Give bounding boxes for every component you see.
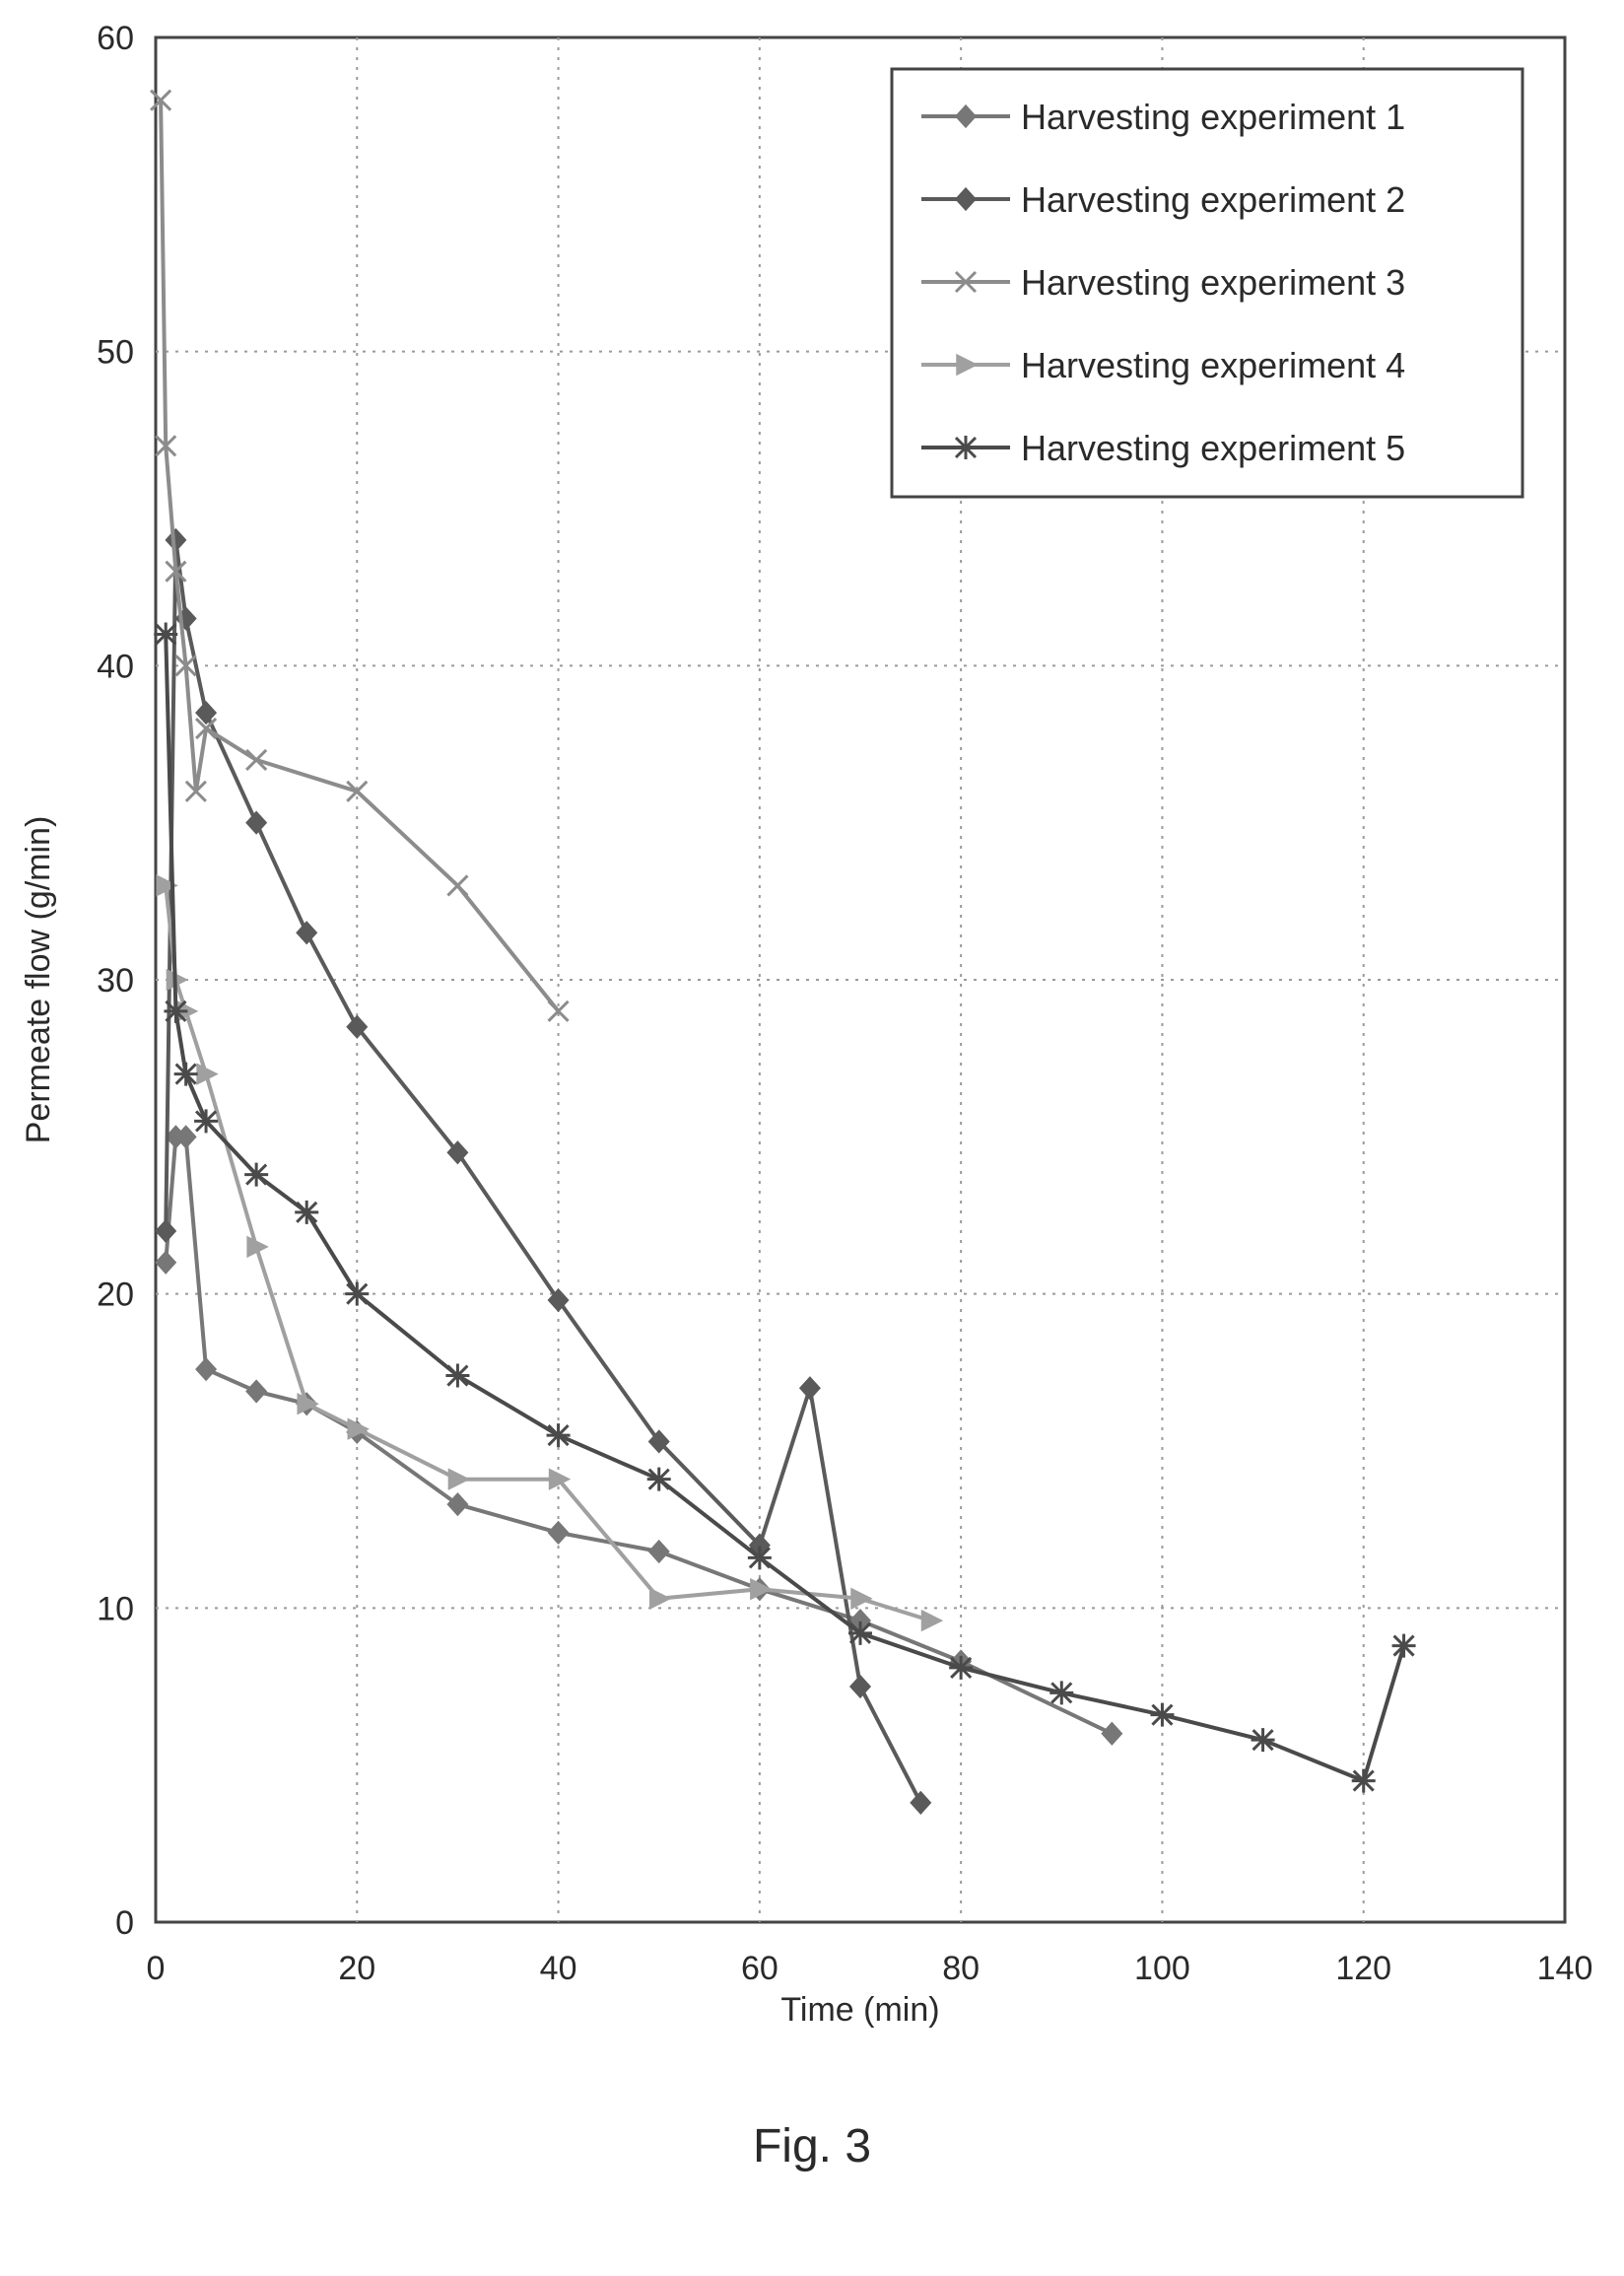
y-tick-label: 30 [97, 962, 134, 1000]
data-point [920, 1609, 944, 1632]
series-line [164, 634, 1406, 1783]
data-point [547, 1000, 570, 1022]
x-tick-label: 140 [1537, 1950, 1593, 1987]
x-tick-label: 120 [1335, 1950, 1391, 1987]
data-point [1101, 1721, 1123, 1746]
y-tick-label: 50 [97, 334, 134, 372]
x-tick-label: 20 [338, 1950, 375, 1987]
legend-marker [954, 186, 978, 212]
data-point [848, 1674, 872, 1699]
data-point [910, 1790, 932, 1816]
y-tick-label: 20 [97, 1276, 134, 1314]
data-point [346, 1014, 369, 1039]
data-point [155, 1250, 177, 1275]
data-point [447, 1468, 471, 1490]
series-group [150, 89, 1416, 1816]
data-point [798, 1376, 821, 1401]
data-point [646, 1467, 671, 1491]
data-point [445, 1363, 470, 1388]
data-point [548, 1468, 572, 1490]
data-point [546, 1423, 571, 1448]
data-point [848, 1621, 872, 1645]
data-point [195, 718, 218, 740]
data-point [647, 1429, 670, 1454]
data-point [1150, 1702, 1175, 1727]
data-point [164, 999, 188, 1023]
data-point [750, 1577, 773, 1601]
x-tick-label: 40 [540, 1950, 577, 1987]
data-point [747, 1546, 772, 1570]
series-2 [155, 527, 932, 1816]
data-point [244, 1162, 269, 1187]
data-point [1049, 1681, 1074, 1705]
data-point [347, 1417, 370, 1440]
data-point [245, 748, 268, 771]
x-axis-ticks: 0 20 40 60 80 100 120 140 [147, 1950, 1593, 1987]
data-point [1251, 1728, 1275, 1753]
data-point [296, 921, 318, 945]
x-tick-label: 60 [741, 1950, 778, 1987]
x-tick-label: 100 [1134, 1950, 1190, 1987]
legend-entry-label: Harvesting experiment 2 [1021, 179, 1405, 220]
data-point [150, 89, 172, 111]
legend-entry-label: Harvesting experiment 4 [1021, 345, 1405, 385]
data-point [446, 1140, 469, 1165]
legend-marker [954, 270, 978, 294]
data-point [547, 1287, 570, 1313]
data-point [173, 1062, 198, 1086]
data-point [155, 1218, 177, 1244]
legend-marker [954, 436, 978, 459]
data-point [246, 1235, 269, 1259]
data-point [547, 1520, 570, 1545]
x-axis-label: Time (min) [780, 1991, 939, 2029]
data-point [295, 1200, 319, 1224]
series-5 [154, 622, 1416, 1793]
data-point [446, 874, 469, 897]
data-point [174, 1125, 197, 1149]
x-tick-label: 0 [147, 1950, 166, 1987]
data-point [174, 655, 197, 677]
data-point [1351, 1768, 1376, 1793]
x-tick-label: 80 [942, 1950, 980, 1987]
y-tick-label: 0 [115, 1904, 134, 1942]
legend-entry-label: Harvesting experiment 5 [1021, 428, 1405, 468]
legend: Harvesting experiment 1 Harvesting experi… [890, 67, 1524, 499]
series-line [159, 100, 561, 1013]
legend-marker [956, 353, 979, 377]
data-point [1391, 1633, 1416, 1658]
legend-entry-label: Harvesting experiment 3 [1021, 262, 1405, 303]
data-point [195, 1357, 218, 1382]
series-line [164, 537, 923, 1804]
data-point [297, 1392, 319, 1415]
data-point [195, 701, 218, 725]
series-line [164, 1135, 1114, 1736]
data-point [194, 1109, 219, 1134]
y-tick-label: 10 [97, 1590, 134, 1627]
data-point [648, 1587, 672, 1610]
data-point [154, 622, 178, 647]
legend-entry-label: Harvesting experiment 1 [1021, 97, 1405, 137]
data-point [346, 780, 369, 802]
data-point [446, 1492, 469, 1517]
data-point [949, 1655, 974, 1680]
y-tick-label: 60 [97, 20, 134, 57]
data-point [245, 1379, 268, 1404]
figure-caption: Fig. 3 [752, 2120, 872, 2173]
y-axis-ticks: 0 10 20 30 40 50 60 [97, 20, 134, 1942]
y-axis-label: Permeate flow (g/min) [20, 816, 57, 1144]
data-point [156, 874, 178, 897]
data-point [647, 1539, 670, 1564]
y-tick-label: 40 [97, 648, 134, 685]
data-point [155, 435, 177, 457]
data-point [165, 560, 187, 583]
data-point [245, 810, 268, 835]
legend-marker [954, 103, 978, 129]
series-3 [150, 89, 570, 1022]
data-point [184, 780, 207, 802]
data-point [850, 1587, 873, 1610]
data-point [345, 1281, 370, 1306]
